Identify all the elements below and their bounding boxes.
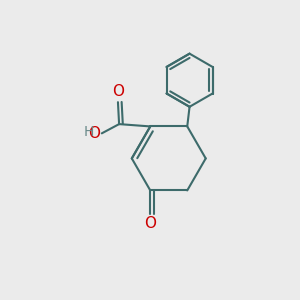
Text: O: O	[88, 126, 101, 141]
Text: O: O	[112, 84, 124, 99]
Text: O: O	[144, 216, 156, 231]
Text: H: H	[84, 125, 94, 139]
